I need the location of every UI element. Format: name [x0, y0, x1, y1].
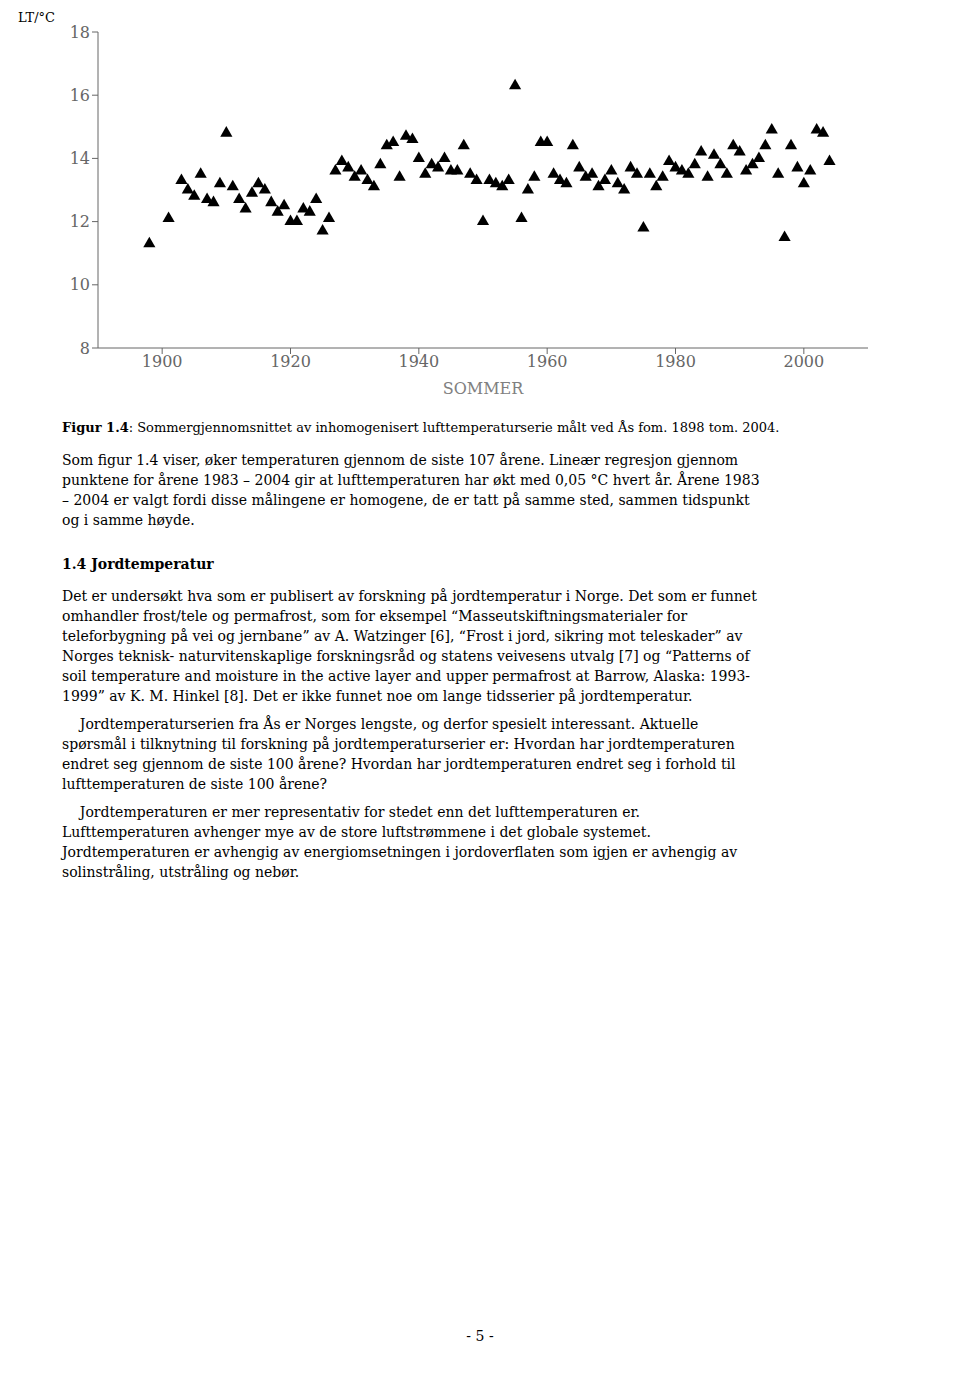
html-text:1.4 Jordtemperatur: 1.4 Jordtemperatur: [62, 556, 214, 572]
html-text:Som figur 1.4 viser, øker temp: Som figur 1.4 viser, øker temperaturen g…: [62, 452, 739, 468]
html-text:lufttemperaturen de siste 100: lufttemperaturen de siste 100 årene?: [62, 776, 328, 792]
svg-text:16: 16: [70, 86, 90, 105]
html-text:– 2004 er valgt fordi disse må: – 2004 er valgt fordi disse målingene er…: [62, 492, 750, 508]
svg-text:18: 18: [70, 23, 90, 42]
html-text:1999” av K. M. Hinkel [8]. Det: 1999” av K. M. Hinkel [8]. Det er ikke f…: [62, 688, 693, 704]
html-text:teleforbygning på vei og jernb: teleforbygning på vei og jernbane” av A.…: [62, 628, 743, 644]
svg-text:1920: 1920: [270, 352, 311, 371]
svg-text:12: 12: [70, 212, 90, 231]
html-text:solinstråling, utstråling og n: solinstråling, utstråling og nebør.: [62, 864, 300, 880]
svg-text:1940: 1940: [398, 352, 439, 371]
html-text:Jordtemperaturen er mer repres: Jordtemperaturen er mer representativ fo…: [62, 804, 640, 820]
html-text:omhandler frost/tele og permaf: omhandler frost/tele og permafrost, som …: [62, 608, 688, 624]
svg-text:1900: 1900: [142, 352, 183, 371]
html-text:punktene for årene 1983 – 2004: punktene for årene 1983 – 2004 gir at lu…: [62, 472, 760, 488]
html-text:LT/°C: LT/°C: [18, 10, 56, 25]
html-text:Jordtemperaturen er avhengig a: Jordtemperaturen er avhengig av energiom…: [62, 844, 738, 860]
html-text:Norges teknisk- naturvitenskap: Norges teknisk- naturvitenskaplige forsk…: [62, 648, 750, 664]
html-text:endret seg gjennom de siste 10: endret seg gjennom de siste 100 årene? H…: [62, 756, 736, 772]
svg-text:1960: 1960: [527, 352, 568, 371]
html-text:Det er undersøkt hva som er pu: Det er undersøkt hva som er publisert av…: [62, 588, 757, 604]
html-text:Lufttemperaturen avhenger mye: Lufttemperaturen avhenger mye av de stor…: [62, 824, 651, 840]
svg-text:2000: 2000: [783, 352, 824, 371]
svg-text:10: 10: [70, 275, 90, 294]
svg-text:14: 14: [70, 149, 90, 168]
html-text:Figur 1.4: Sommergjennomsnitte: Figur 1.4: Sommergjennomsnittet av inhom…: [62, 420, 780, 435]
html-text:og i samme høyde.: og i samme høyde.: [62, 512, 195, 528]
html-text:soil temperature and moisture: soil temperature and moisture in the act…: [62, 668, 750, 684]
html-text:Jordtemperaturserien fra Ås er: Jordtemperaturserien fra Ås er Norges le…: [62, 716, 699, 732]
html-text:- 5 -: - 5 -: [466, 1328, 494, 1344]
svg-text:SOMMER: SOMMER: [443, 379, 525, 398]
html-text:spørsmål i tilknytning til for: spørsmål i tilknytning til forskning på …: [62, 736, 735, 752]
svg-text:1980: 1980: [655, 352, 696, 371]
svg-text:8: 8: [80, 339, 90, 358]
